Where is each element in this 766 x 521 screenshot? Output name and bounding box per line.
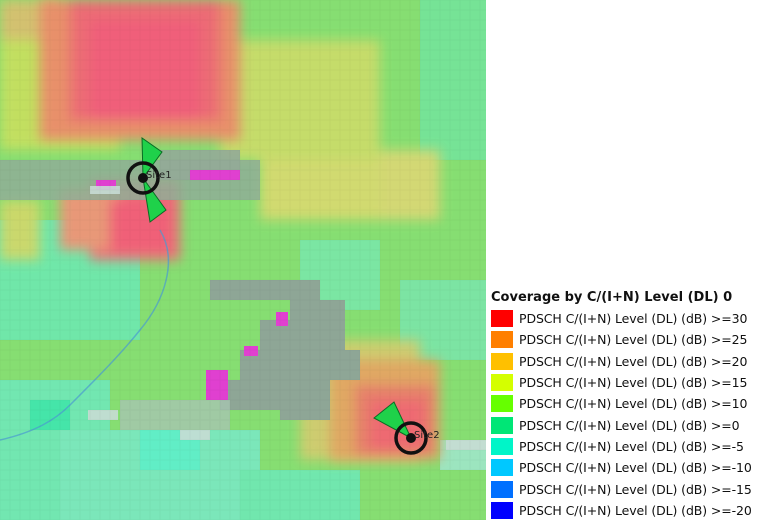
legend-item: PDSCH C/(I+N) Level (DL) (dB) >=-5: [489, 436, 766, 457]
legend-swatch: [491, 395, 513, 413]
legend-swatch: [491, 310, 513, 328]
coverage-map[interactable]: Site1 Site2: [0, 0, 486, 520]
legend-swatch: [491, 459, 513, 477]
site1-marker[interactable]: Site1: [126, 137, 172, 223]
site2-marker[interactable]: Site2: [373, 401, 440, 455]
legend-item: PDSCH C/(I+N) Level (DL) (dB) >=0: [489, 414, 766, 435]
legend-label: PDSCH C/(I+N) Level (DL) (dB) >=25: [519, 332, 748, 348]
legend-swatch: [491, 374, 513, 392]
legend-swatch: [491, 331, 513, 349]
site2-dot[interactable]: [406, 433, 416, 443]
legend-label: PDSCH C/(I+N) Level (DL) (dB) >=-20: [519, 502, 752, 518]
legend-label: PDSCH C/(I+N) Level (DL) (dB) >=-5: [519, 438, 744, 454]
site2-ring[interactable]: [394, 421, 428, 455]
legend-item: PDSCH C/(I+N) Level (DL) (dB) >=25: [489, 329, 766, 350]
site2-sector[interactable]: [373, 401, 413, 440]
legend-title: Coverage by C/(I+N) Level (DL) 0: [491, 290, 733, 305]
legend-panel: Coverage by C/(I+N) Level (DL) 0 PDSCH C…: [489, 288, 766, 521]
legend-label: PDSCH C/(I+N) Level (DL) (dB) >=20: [519, 353, 748, 369]
legend-label: PDSCH C/(I+N) Level (DL) (dB) >=15: [519, 375, 748, 391]
legend-item: PDSCH C/(I+N) Level (DL) (dB) >=15: [489, 372, 766, 393]
site1-ring[interactable]: [126, 161, 160, 195]
legend-label: PDSCH C/(I+N) Level (DL) (dB) >=30: [519, 311, 748, 327]
legend-item: PDSCH C/(I+N) Level (DL) (dB) >=20: [489, 351, 766, 372]
legend-item: PDSCH C/(I+N) Level (DL) (dB) >=-10: [489, 457, 766, 478]
legend-swatch: [491, 352, 513, 370]
legend-item: PDSCH C/(I+N) Level (DL) (dB) >=-15: [489, 478, 766, 499]
site2-label: Site2: [414, 430, 440, 441]
legend-swatch: [491, 501, 513, 519]
legend-swatch: [491, 416, 513, 434]
site1-sector-south[interactable]: [142, 177, 167, 223]
legend-list: PDSCH C/(I+N) Level (DL) (dB) >=30 PDSCH …: [489, 308, 766, 521]
legend-label: PDSCH C/(I+N) Level (DL) (dB) >=-15: [519, 481, 752, 497]
site1-dot[interactable]: [138, 173, 148, 183]
legend-label: PDSCH C/(I+N) Level (DL) (dB) >=0: [519, 417, 740, 433]
legend-swatch: [491, 437, 513, 455]
legend-label: PDSCH C/(I+N) Level (DL) (dB) >=-10: [519, 460, 752, 476]
coverage-map-canvas[interactable]: Site1 Site2: [0, 0, 486, 520]
legend-item: PDSCH C/(I+N) Level (DL) (dB) >=10: [489, 393, 766, 414]
legend-item: PDSCH C/(I+N) Level (DL) (dB) >=-20: [489, 500, 766, 521]
legend-label: PDSCH C/(I+N) Level (DL) (dB) >=10: [519, 396, 748, 412]
site1-label: Site1: [146, 170, 172, 181]
legend-swatch: [491, 480, 513, 498]
legend-item: PDSCH C/(I+N) Level (DL) (dB) >=30: [489, 308, 766, 329]
